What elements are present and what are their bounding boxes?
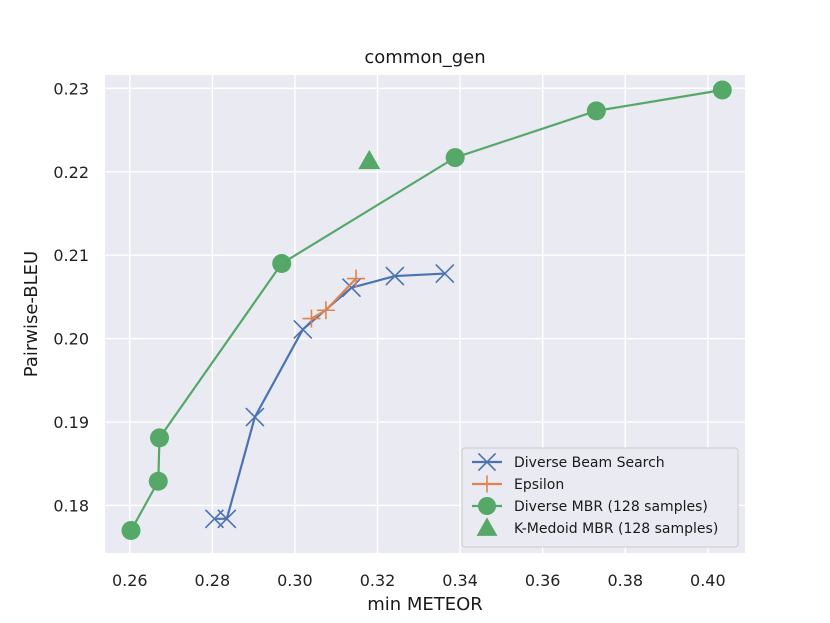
x-tick-label: 0.34	[442, 571, 478, 590]
legend-box	[461, 447, 739, 548]
y-tick-label: 0.21	[53, 246, 89, 265]
series-1	[302, 269, 366, 328]
x-tick-labels: 0.26 0.28 0.30 0.32 0.34 0.36 0.38 0.40	[112, 571, 726, 590]
data-point	[293, 319, 313, 339]
data-point	[586, 101, 606, 121]
series-layer	[121, 80, 732, 540]
data-point	[435, 263, 455, 284]
data-point	[347, 269, 366, 288]
grid	[105, 75, 745, 553]
data-point	[272, 254, 292, 274]
y-tick-label: 0.20	[53, 330, 89, 349]
data-point	[245, 407, 265, 427]
data-point	[217, 509, 237, 529]
x-tick-label: 0.26	[112, 571, 148, 590]
legend-item: K-Medoid MBR (128 samples)	[476, 517, 718, 537]
data-point	[316, 301, 335, 320]
legend-marker	[477, 452, 497, 472]
y-tick-label: 0.18	[53, 496, 89, 515]
data-point	[445, 148, 465, 168]
legend-marker	[477, 496, 497, 516]
data-point	[341, 278, 362, 298]
legend-label: Epsilon	[514, 477, 564, 493]
data-point	[150, 428, 170, 448]
x-tick-label: 0.36	[525, 571, 561, 590]
x-axis-label: min METEOR	[367, 594, 483, 615]
legend: Diverse Beam Search Epsilon Diverse MBR (1…	[461, 447, 739, 548]
x-tick-label: 0.38	[607, 571, 643, 590]
data-point	[358, 149, 381, 170]
data-point	[712, 80, 732, 100]
x-tick-label: 0.32	[360, 571, 396, 590]
x-tick-label: 0.28	[195, 571, 231, 590]
series-3	[358, 149, 381, 170]
legend-item: Diverse Beam Search	[472, 452, 665, 472]
legend-item: Epsilon	[472, 475, 564, 493]
data-point	[121, 520, 141, 540]
legend-label: K-Medoid MBR (128 samples)	[514, 521, 718, 537]
y-tick-label: 0.19	[53, 413, 89, 432]
legend-item: Diverse MBR (128 samples)	[472, 496, 708, 516]
series-2	[121, 80, 732, 540]
legend-label: Diverse Beam Search	[514, 455, 665, 471]
x-tick-label: 0.30	[277, 571, 313, 590]
legend-marker	[476, 517, 498, 536]
chart-title: common_gen	[364, 47, 485, 68]
data-point	[302, 309, 321, 328]
legend-marker	[478, 475, 496, 493]
y-tick-label: 0.23	[53, 79, 89, 98]
y-tick-labels: 0.18 0.19 0.20 0.21 0.22 0.23	[53, 79, 89, 515]
series-0	[204, 263, 455, 529]
y-tick-label: 0.22	[53, 163, 89, 182]
y-axis-label: Pairwise-BLEU	[21, 251, 42, 377]
legend-label: Diverse MBR (128 samples)	[514, 499, 708, 515]
data-point	[148, 471, 168, 491]
x-tick-label: 0.40	[690, 571, 726, 590]
data-point	[385, 266, 405, 286]
